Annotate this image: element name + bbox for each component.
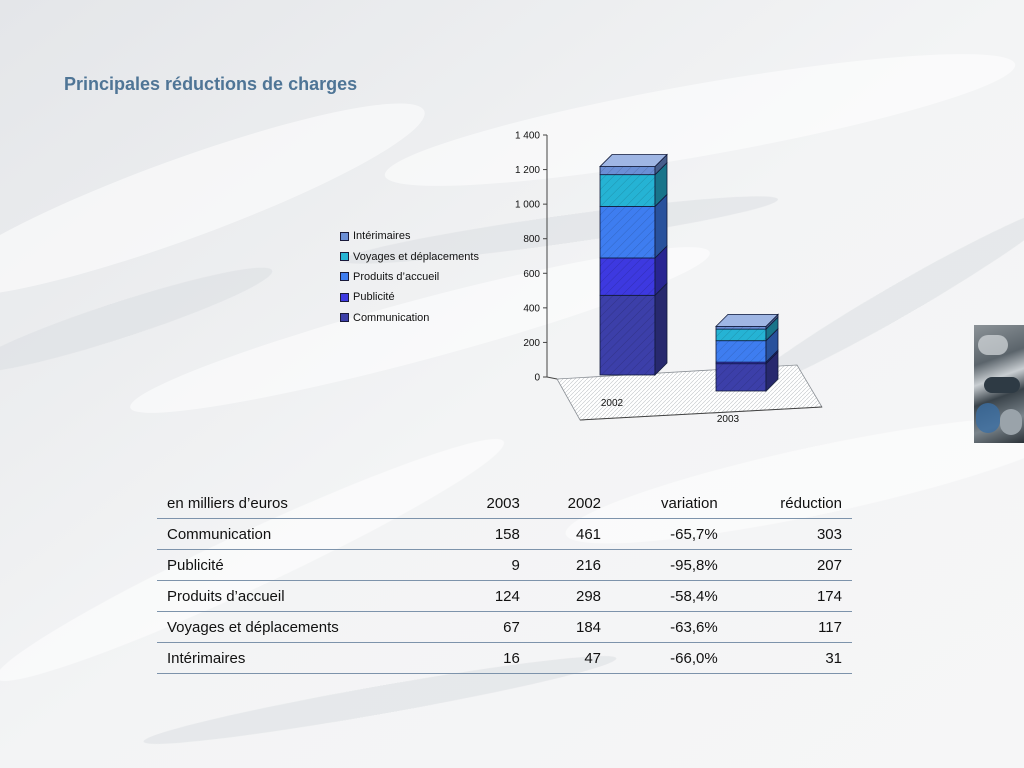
bar-segment	[599, 153, 668, 176]
table-row: Intérimaires 16 47 -66,0% 31	[157, 642, 852, 674]
table-cell: 184	[529, 611, 612, 643]
table-row: Publicité 9 216 -95,8% 207	[157, 549, 852, 581]
legend-label: Communication	[353, 311, 430, 324]
bar-segment	[599, 193, 668, 259]
table-header-2003: 2003	[448, 488, 530, 519]
legend-swatch	[340, 252, 349, 262]
legend-item: Voyages et déplacements	[340, 246, 479, 266]
table-cell: 174	[727, 580, 852, 612]
legend-item: Publicité	[340, 287, 479, 307]
legend-item: Communication	[340, 308, 479, 328]
table-cell: 303	[727, 518, 852, 550]
table-cell: -58,4%	[611, 580, 728, 612]
y-tick-label: 0	[534, 373, 540, 384]
reductions-table: en milliers d’euros 2003 2002 variation …	[157, 488, 852, 674]
table-cell: 207	[727, 549, 852, 581]
table-cell: Intérimaires	[157, 642, 449, 674]
legend-item: Intérimaires	[340, 226, 479, 246]
x-tick-label: 2002	[601, 398, 624, 409]
bar-segment	[599, 161, 668, 208]
table-cell: 158	[448, 518, 530, 550]
table-cell: 67	[448, 611, 530, 643]
table-cell: 298	[529, 580, 612, 612]
x-axis-line	[579, 406, 823, 421]
table-cell: Publicité	[157, 549, 449, 581]
y-tick-label: 200	[523, 338, 540, 349]
legend-label: Voyages et déplacements	[353, 250, 479, 263]
chart-floor	[556, 364, 823, 421]
table-cell: -63,6%	[611, 611, 728, 643]
y-tick-label: 1 000	[515, 200, 540, 211]
table-header-label: en milliers d’euros	[157, 488, 449, 519]
table-cell: 216	[529, 549, 612, 581]
y-tick-label: 1 200	[515, 165, 540, 176]
legend-swatch	[340, 292, 349, 302]
table-cell: Communication	[157, 518, 449, 550]
bar-segment	[715, 327, 779, 364]
table-cell: -95,8%	[611, 549, 728, 581]
legend-label: Publicité	[353, 291, 395, 304]
table-cell: 16	[448, 642, 530, 674]
table-cell: 124	[448, 580, 530, 612]
chart-legend: Intérimaires Voyages et déplacements Produ…	[340, 226, 479, 328]
table-row: Communication 158 461 -65,7% 303	[157, 518, 852, 550]
axis-corner-line	[546, 376, 558, 380]
legend-swatch	[340, 313, 349, 323]
page-title: Principales réductions de charges	[64, 74, 358, 94]
stacked-bar-chart: 0 200 400 600 800 1 000 1 200 1 400 2002 2003	[515, 131, 823, 425]
table-cell: Voyages et déplacements	[157, 611, 449, 643]
table-cell: 31	[727, 642, 852, 674]
y-tick-label: 800	[523, 234, 540, 245]
bar-segment	[599, 282, 668, 376]
legend-label: Produits d’accueil	[353, 270, 440, 283]
table-cell: 9	[448, 549, 530, 581]
legend-swatch	[340, 231, 349, 241]
table-header-2002: 2002	[529, 488, 612, 519]
y-tick-label: 600	[523, 269, 540, 280]
legend-label: Intérimaires	[353, 230, 411, 243]
bar-segment	[715, 350, 779, 392]
engine-photo	[974, 325, 1024, 443]
table-cell: -65,7%	[611, 518, 728, 550]
table-row: Produits d’accueil 124 298 -58,4% 174	[157, 580, 852, 612]
y-tick-label: 400	[523, 303, 540, 314]
legend-swatch	[340, 272, 349, 282]
x-tick-label: 2003	[717, 414, 740, 425]
table-row: Voyages et déplacements 67 184 -63,6% 11…	[157, 611, 852, 643]
table-header-variation: variation	[611, 488, 728, 519]
table-cell: 461	[529, 518, 612, 550]
table-cell: 117	[727, 611, 852, 643]
table-cell: Produits d’accueil	[157, 580, 449, 612]
table-cell: 47	[529, 642, 612, 674]
table-header-reduction: réduction	[727, 488, 852, 519]
y-tick-label: 1 400	[515, 131, 540, 142]
bar-segment	[715, 313, 779, 331]
table-cell: -66,0%	[611, 642, 728, 674]
table-header-row: en milliers d’euros 2003 2002 variation …	[157, 488, 852, 519]
legend-item: Produits d’accueil	[340, 267, 479, 287]
